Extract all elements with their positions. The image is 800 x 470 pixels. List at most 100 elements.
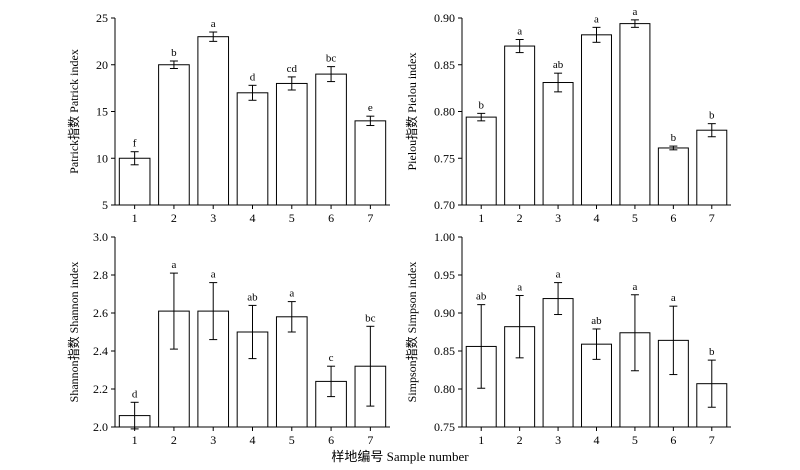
- bar: [657, 147, 689, 206]
- significance-label: e: [368, 102, 373, 114]
- significance-label: c: [329, 352, 334, 364]
- x-tick-label: 2: [517, 433, 523, 447]
- bar: [619, 23, 651, 206]
- y-tick-label: 0.85: [434, 344, 455, 358]
- x-tick-label: 6: [670, 433, 676, 447]
- x-tick-label: 6: [670, 211, 676, 225]
- bar: [354, 120, 387, 206]
- significance-label: a: [517, 282, 522, 294]
- y-tick-label: 3.0: [93, 230, 108, 244]
- x-tick-label: 3: [210, 433, 216, 447]
- y-tick-label: 10: [96, 151, 108, 165]
- y-axis-title: Shannon指数 Shannon index: [66, 262, 81, 403]
- x-tick-label: 6: [328, 211, 334, 225]
- chart-panel-1: 5 10 15 20 25 f 1 b 2 a 3 d 4 cd 5 bc 6 e 7 Patrick指数 Patri…: [66, 11, 390, 225]
- bar: [581, 343, 612, 428]
- y-tick-label: 0.90: [434, 11, 455, 25]
- x-tick-label: 5: [632, 433, 638, 447]
- x-tick-label: 3: [555, 433, 561, 447]
- bar: [158, 64, 190, 206]
- significance-label: a: [289, 288, 294, 300]
- x-tick-label: 7: [367, 433, 373, 447]
- x-tick-label: 7: [709, 433, 715, 447]
- x-tick-label: 5: [632, 211, 638, 225]
- x-tick-label: 1: [478, 211, 484, 225]
- y-tick-label: 15: [96, 105, 108, 119]
- y-tick-label: 0.80: [434, 382, 455, 396]
- x-tick-label: 4: [250, 211, 256, 225]
- y-tick-label: 25: [96, 11, 108, 25]
- y-tick-label: 0.95: [434, 268, 455, 282]
- bar: [275, 316, 308, 428]
- significance-label: a: [211, 18, 216, 30]
- significance-label: ab: [247, 291, 258, 303]
- x-tick-label: 4: [250, 433, 256, 447]
- significance-label: bc: [365, 312, 376, 324]
- significance-label: a: [671, 292, 676, 304]
- y-tick-label: 0.80: [434, 105, 455, 119]
- bar: [504, 45, 536, 206]
- bar: [275, 82, 308, 206]
- x-tick-label: 5: [289, 433, 295, 447]
- significance-label: b: [709, 346, 715, 358]
- significance-label: a: [211, 269, 216, 281]
- significance-label: b: [171, 47, 177, 59]
- chart-panel-2: 0.70 0.75 0.80 0.85 0.90 b 1 a 2 ab 3 a 4 a 5 b 6 b 7 Pielo…: [404, 6, 731, 225]
- y-tick-label: 0.70: [434, 198, 455, 212]
- x-tick-label: 2: [171, 433, 177, 447]
- x-tick-label: 5: [289, 211, 295, 225]
- bar: [236, 92, 269, 206]
- significance-label: a: [632, 6, 637, 18]
- chart-panel-4: 0.75 0.80 0.85 0.90 0.95 1.00 ab 1 a 2 a 3 ab 4 a 5 a 6 b 7…: [404, 230, 731, 447]
- x-tick-label: 2: [517, 211, 523, 225]
- significance-label: b: [478, 99, 484, 111]
- x-tick-label: 1: [478, 433, 484, 447]
- chart-panel-3: 2.0 2.2 2.4 2.6 2.8 3.0 d 1 a 2 a 3 ab 4 a 5 c 6 bc 7 Shanno…: [66, 230, 390, 447]
- y-tick-label: 20: [96, 58, 108, 72]
- significance-label: ab: [476, 291, 487, 303]
- x-tick-label: 1: [132, 433, 138, 447]
- significance-label: b: [671, 132, 677, 144]
- y-tick-label: 0.85: [434, 58, 455, 72]
- y-tick-label: 2.0: [93, 420, 108, 434]
- y-tick-label: 0.90: [434, 306, 455, 320]
- x-tick-label: 1: [132, 211, 138, 225]
- significance-label: a: [594, 13, 599, 25]
- y-tick-label: 2.2: [93, 382, 108, 396]
- significance-label: bc: [326, 53, 337, 65]
- bar: [315, 73, 347, 206]
- significance-label: ab: [591, 315, 602, 327]
- bar: [542, 82, 574, 206]
- y-axis-title: Patrick指数 Patrick index: [66, 49, 81, 174]
- significance-label: a: [517, 26, 522, 38]
- significance-label: a: [632, 281, 637, 293]
- x-tick-label: 4: [594, 211, 600, 225]
- bar: [465, 116, 497, 206]
- x-tick-label: 7: [367, 211, 373, 225]
- y-tick-label: 2.6: [93, 306, 108, 320]
- significance-label: ab: [553, 59, 564, 71]
- significance-label: b: [709, 110, 715, 122]
- x-tick-label: 4: [594, 433, 600, 447]
- y-axis-title: Simpson指数 Simpson index: [404, 262, 419, 403]
- x-tick-label: 7: [709, 211, 715, 225]
- y-tick-label: 1.00: [434, 230, 455, 244]
- y-tick-label: 0.75: [434, 420, 455, 434]
- y-tick-label: 2.4: [93, 344, 108, 358]
- significance-label: d: [250, 71, 256, 83]
- bar: [696, 129, 728, 206]
- significance-label: a: [556, 269, 561, 281]
- significance-label: a: [171, 259, 176, 271]
- bar: [581, 34, 612, 206]
- y-tick-label: 0.75: [434, 151, 455, 165]
- significance-label: f: [133, 138, 137, 150]
- x-axis-title: 样地编号 Sample number: [331, 449, 469, 464]
- y-tick-label: 5: [102, 198, 108, 212]
- y-tick-label: 2.8: [93, 268, 108, 282]
- bar: [542, 298, 574, 428]
- bar: [619, 332, 651, 428]
- x-tick-label: 2: [171, 211, 177, 225]
- significance-label: d: [132, 388, 138, 400]
- x-tick-label: 3: [210, 211, 216, 225]
